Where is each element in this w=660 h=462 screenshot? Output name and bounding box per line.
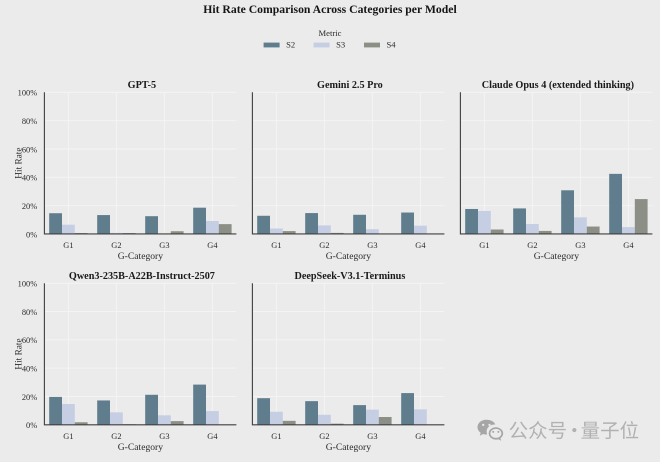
svg-text:Hit Rate Comparison Across Cat: Hit Rate Comparison Across Categories pe…: [203, 3, 457, 16]
svg-text:60%: 60%: [22, 336, 37, 345]
svg-text:G1: G1: [63, 432, 73, 441]
svg-text:100%: 100%: [18, 280, 38, 289]
svg-text:80%: 80%: [22, 117, 37, 126]
svg-text:G4: G4: [623, 241, 634, 250]
svg-text:G2: G2: [527, 241, 537, 250]
svg-text:40%: 40%: [22, 365, 37, 374]
svg-text:20%: 20%: [22, 393, 37, 402]
svg-text:Metric: Metric: [319, 28, 342, 38]
svg-text:S4: S4: [387, 40, 397, 50]
svg-text:G3: G3: [367, 241, 377, 250]
svg-text:G2: G2: [111, 432, 121, 441]
svg-text:S2: S2: [286, 40, 295, 50]
svg-text:G4: G4: [415, 432, 426, 441]
svg-text:60%: 60%: [22, 145, 37, 154]
svg-text:100%: 100%: [18, 89, 38, 98]
svg-text:G1: G1: [271, 241, 281, 250]
svg-text:Gemini 2.5 Pro: Gemini 2.5 Pro: [317, 80, 383, 91]
svg-text:G2: G2: [319, 432, 329, 441]
svg-text:G3: G3: [159, 241, 169, 250]
svg-text:G4: G4: [207, 432, 218, 441]
svg-text:40%: 40%: [22, 174, 37, 183]
svg-text:G-Category: G-Category: [326, 251, 371, 262]
svg-text:Qwen3-235B-A22B-Instruct-2507: Qwen3-235B-A22B-Instruct-2507: [69, 271, 215, 282]
svg-text:GPT-5: GPT-5: [128, 80, 157, 91]
svg-text:G1: G1: [271, 432, 281, 441]
svg-text:0%: 0%: [26, 421, 37, 430]
svg-text:G-Category: G-Category: [534, 251, 579, 262]
svg-text:DeepSeek-V3.1-Terminus: DeepSeek-V3.1-Terminus: [294, 271, 405, 282]
svg-text:0%: 0%: [26, 230, 37, 239]
svg-text:G2: G2: [319, 241, 329, 250]
svg-text:G2: G2: [111, 241, 121, 250]
svg-text:Hit Rate: Hit Rate: [14, 147, 24, 178]
svg-text:G3: G3: [575, 241, 585, 250]
svg-text:G3: G3: [159, 432, 169, 441]
svg-text:G-Category: G-Category: [118, 251, 163, 262]
svg-text:G-Category: G-Category: [326, 442, 371, 453]
svg-text:S3: S3: [336, 40, 345, 50]
svg-text:G-Category: G-Category: [118, 442, 163, 453]
svg-text:20%: 20%: [22, 202, 37, 211]
svg-text:G4: G4: [207, 241, 218, 250]
svg-text:G1: G1: [63, 241, 73, 250]
svg-text:G4: G4: [415, 241, 426, 250]
svg-text:80%: 80%: [22, 308, 37, 317]
svg-text:G3: G3: [367, 432, 377, 441]
svg-text:Claude Opus 4 (extended thinki: Claude Opus 4 (extended thinking): [482, 80, 634, 91]
svg-text:Hit Rate: Hit Rate: [14, 338, 24, 369]
svg-text:G1: G1: [479, 241, 489, 250]
